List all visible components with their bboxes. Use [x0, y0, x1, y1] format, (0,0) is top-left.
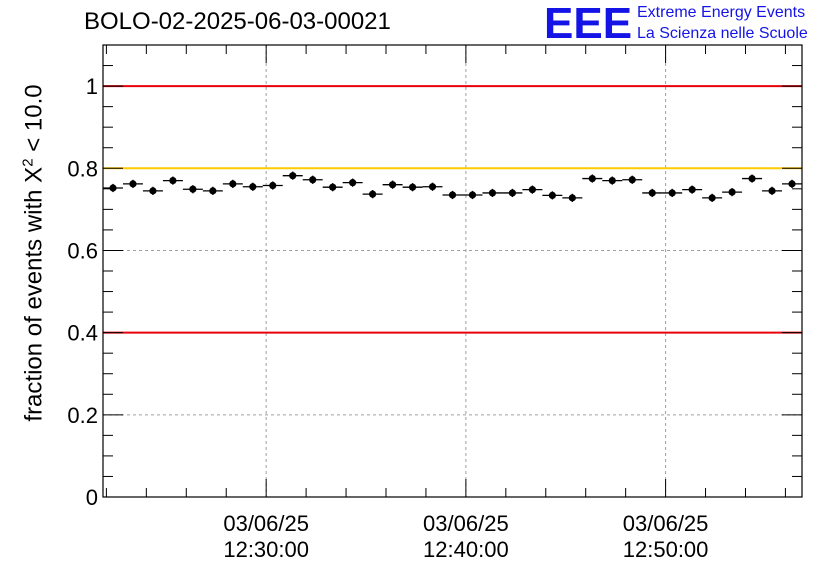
- data-point: [508, 189, 517, 197]
- organization-name: Extreme Energy Events La Scienza nelle S…: [637, 2, 808, 44]
- y-tick-label: 0.2: [67, 403, 98, 428]
- data-point: [349, 179, 357, 187]
- data-point: [369, 190, 377, 198]
- data-point: [748, 174, 756, 183]
- data-point: [129, 180, 137, 188]
- y-tick-label: 0.4: [67, 321, 98, 346]
- data-point: [488, 189, 497, 197]
- x-tick-label-date: 03/06/25: [223, 511, 309, 536]
- data-point: [269, 181, 277, 190]
- data-point: [169, 177, 177, 185]
- data-point: [788, 180, 796, 188]
- data-point: [289, 172, 297, 180]
- data-point: [728, 188, 736, 196]
- data-point: [548, 191, 556, 199]
- data-point: [468, 191, 477, 199]
- y-tick-label: 0: [86, 485, 98, 510]
- data-point: [189, 185, 197, 193]
- data-point: [229, 180, 237, 188]
- data-point: [628, 176, 636, 184]
- data-point: [528, 186, 536, 194]
- data-point: [428, 183, 437, 191]
- data-point: [768, 187, 776, 195]
- data-point: [329, 183, 337, 191]
- data-point: [688, 186, 696, 194]
- y-tick-label: 0.8: [67, 156, 98, 181]
- data-point: [408, 183, 417, 191]
- data-point: [448, 191, 457, 199]
- data-point: [588, 174, 596, 183]
- data-point: [249, 183, 257, 191]
- data-point: [568, 194, 576, 202]
- data-point: [149, 187, 157, 195]
- data-point: [388, 181, 397, 189]
- x-tick-label-date: 03/06/25: [623, 511, 709, 536]
- org-line-2: La Scienza nelle Scuole: [637, 25, 808, 42]
- x-tick-label-time: 12:50:00: [623, 537, 709, 562]
- org-line-1: Extreme Energy Events: [637, 4, 806, 21]
- x-tick-label-date: 03/06/25: [423, 511, 509, 536]
- data-point: [209, 187, 217, 195]
- data-point: [708, 194, 716, 202]
- x-tick-label-time: 12:30:00: [223, 537, 309, 562]
- eee-logo: EEE: [544, 0, 633, 48]
- y-tick-label: 1: [86, 74, 98, 99]
- data-point: [668, 189, 676, 197]
- x-tick-label-time: 12:40:00: [423, 537, 509, 562]
- data-point: [608, 177, 616, 185]
- data-point: [109, 184, 117, 192]
- data-point: [648, 189, 656, 197]
- y-tick-label: 0.6: [67, 238, 98, 263]
- data-point: [309, 176, 317, 184]
- run-title: BOLO-02-2025-06-03-00021: [84, 8, 391, 35]
- plot-frame: [102, 44, 803, 498]
